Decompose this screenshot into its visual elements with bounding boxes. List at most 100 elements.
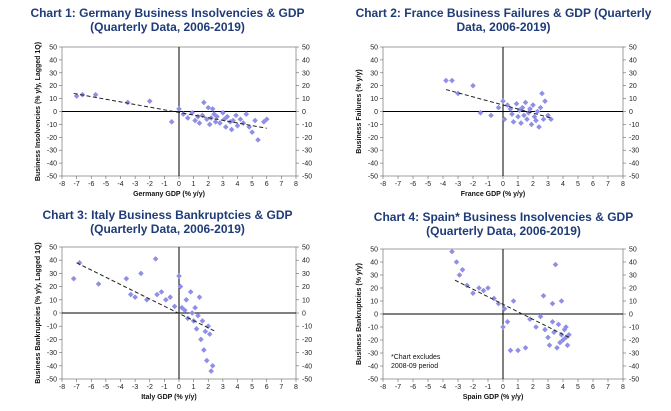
x-tick-label: 6	[265, 181, 269, 188]
x-tick-label: 0	[501, 384, 505, 391]
y-tick-label-left: 50	[370, 45, 378, 52]
x-tick-label: -8	[380, 181, 386, 188]
x-tick-label: -2	[147, 181, 153, 188]
data-point	[533, 324, 539, 330]
data-point	[542, 98, 548, 104]
data-point	[123, 275, 130, 282]
data-point	[195, 312, 201, 319]
data-point	[240, 120, 247, 126]
x-tick-label: -8	[59, 384, 65, 391]
data-point	[510, 298, 517, 304]
x-tick-label: -7	[395, 384, 401, 391]
data-point	[125, 99, 131, 106]
data-point	[540, 293, 547, 299]
data-point	[205, 104, 212, 111]
x-tick-label: -3	[132, 181, 138, 188]
x-tick-label: 3	[221, 384, 225, 391]
data-point	[528, 121, 535, 128]
data-point	[540, 116, 547, 123]
x-tick-label: 0	[501, 181, 505, 188]
x-tick-label: -2	[470, 181, 476, 188]
x-tick-label: 2	[531, 384, 535, 391]
trend-line	[454, 279, 570, 338]
data-point	[70, 275, 77, 282]
data-point	[554, 345, 560, 351]
data-point	[158, 289, 165, 295]
data-point	[464, 282, 470, 289]
y-tick-label-right: -40	[629, 364, 639, 371]
y-tick-label-left: 0	[53, 109, 57, 116]
x-tick-label: -1	[161, 181, 167, 188]
data-point	[146, 98, 153, 104]
data-point	[449, 77, 455, 84]
data-point	[524, 116, 530, 123]
y-tick-label-right: 30	[302, 271, 310, 278]
x-tick-label: 7	[606, 181, 610, 188]
data-point	[176, 273, 182, 279]
data-point	[152, 256, 159, 262]
trend-line	[73, 92, 267, 129]
chart-4-title: Chart 4: Spain* Business Insolvencies & …	[336, 210, 671, 238]
x-tick-label: 4	[561, 384, 565, 391]
y-tick-label-left: -30	[47, 148, 57, 155]
y-tick-label-right: 30	[629, 273, 637, 280]
y-tick-label-left: 20	[370, 83, 378, 90]
x-tick-label: -3	[455, 384, 461, 391]
data-point	[132, 294, 138, 300]
data-point	[201, 347, 207, 353]
x-tick-label: 0	[177, 384, 181, 391]
data-point	[199, 318, 206, 324]
y-tick-label-left: 30	[370, 273, 378, 280]
data-point	[206, 331, 213, 337]
x-tick-label: 2	[531, 181, 535, 188]
x-axis-label: Spain GDP (% y/y)	[463, 394, 524, 401]
data-point	[546, 342, 553, 348]
data-point	[168, 119, 175, 125]
chart-2-title-line1: Chart 2: France Business Failures & GDP …	[355, 6, 652, 20]
data-point	[154, 291, 160, 298]
chart-2-panel: Chart 2: France Business Failures & GDP …	[336, 0, 671, 205]
data-point	[252, 117, 258, 124]
y-tick-label-left: -50	[368, 174, 378, 181]
data-point	[233, 112, 239, 119]
y-tick-label-right: -40	[302, 363, 312, 370]
y-tick-label-left: 0	[374, 312, 378, 319]
y-tick-label-left: -30	[47, 350, 57, 357]
y-tick-label-left: 20	[49, 83, 57, 90]
y-tick-label-right: 0	[629, 312, 633, 319]
y-tick-label-left: -20	[47, 135, 57, 142]
chart-1-title: Chart 1: Germany Business Insolvencies &…	[0, 6, 335, 34]
data-point	[214, 113, 220, 120]
y-tick-label-right: 30	[302, 70, 310, 77]
data-point	[521, 112, 527, 119]
data-point	[510, 119, 517, 125]
x-tick-label: -4	[117, 384, 123, 391]
data-point	[542, 326, 548, 333]
data-point	[234, 122, 241, 129]
data-point	[176, 106, 182, 112]
data-point	[187, 289, 194, 295]
x-tick-label: 4	[236, 384, 240, 391]
y-tick-label-left: 40	[49, 258, 57, 265]
y-tick-label-left: 50	[370, 247, 378, 254]
chart-2-title: Chart 2: France Business Failures & GDP …	[336, 6, 671, 34]
data-point	[443, 77, 449, 84]
y-tick-label-left: -50	[47, 174, 57, 181]
data-point	[558, 298, 565, 304]
chart-annotation: *Chart excludes	[391, 354, 441, 361]
x-tick-label: -1	[485, 181, 491, 188]
y-tick-label-right: -30	[629, 351, 639, 358]
x-tick-label: -3	[132, 384, 138, 391]
y-tick-label-right: -30	[302, 148, 312, 155]
y-tick-label-left: -30	[368, 351, 378, 358]
chart-1-title-line2: (Quarterly Data, 2006-2019)	[90, 20, 245, 34]
y-tick-label-left: 0	[374, 109, 378, 116]
y-tick-label-left: 20	[370, 286, 378, 293]
data-point	[223, 124, 229, 130]
y-tick-label-left: 50	[49, 245, 57, 252]
data-point	[144, 297, 150, 303]
y-tick-label-left: 10	[370, 96, 378, 103]
x-tick-label: -5	[103, 181, 109, 188]
y-tick-label-right: -20	[629, 135, 639, 142]
